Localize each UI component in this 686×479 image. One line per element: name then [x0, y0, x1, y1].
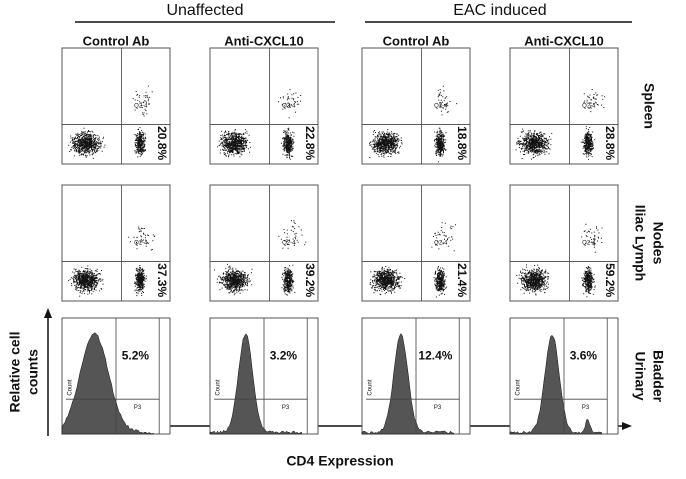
percentage: 12.4%	[418, 348, 452, 362]
dot-cluster	[369, 266, 406, 295]
dot-cluster	[580, 126, 596, 160]
y-arrow-head	[44, 308, 52, 318]
count-label: Count	[216, 379, 222, 395]
dot-cluster	[369, 129, 403, 158]
count-label: Count	[368, 379, 374, 395]
percentage: 59.2%	[603, 263, 617, 297]
percentage: 20.8%	[155, 126, 169, 160]
y-axis-label: counts	[25, 349, 41, 395]
gate-label: Q2-4	[434, 104, 448, 110]
dot-cluster	[217, 129, 251, 158]
percentage: 5.2%	[122, 348, 150, 362]
dot-cluster	[68, 127, 106, 159]
dot-cluster	[278, 89, 302, 119]
dot-cluster	[581, 266, 596, 298]
histogram	[509, 334, 603, 435]
percentage: 3.2%	[270, 348, 298, 362]
plot-panel	[61, 47, 171, 165]
count-label: Count	[68, 379, 74, 395]
gate-label: Q2-4	[134, 241, 148, 247]
gate-label: P3	[582, 405, 590, 411]
row-label: Iliac Lymph	[632, 205, 648, 282]
percentage: 3.6%	[570, 348, 598, 362]
percentage: 22.8%	[303, 126, 317, 160]
y-axis-label: Relative cell	[7, 332, 23, 413]
dot-cluster	[516, 264, 550, 296]
x-axis-label: CD4 Expression	[286, 453, 393, 469]
count-label: Count	[516, 379, 522, 395]
gate-label: Q2-4	[134, 104, 148, 110]
column-label: Anti-CXCL10	[524, 33, 603, 48]
dot-cluster	[431, 222, 456, 252]
plot-panel	[209, 184, 319, 302]
histogram	[209, 333, 303, 435]
dot-cluster	[128, 226, 156, 251]
gate-label: Q2-4	[282, 241, 296, 247]
row-label: Bladder	[650, 350, 666, 403]
gate-label: P3	[134, 405, 142, 411]
x-arrow-head	[622, 422, 632, 430]
dot-cluster	[281, 264, 296, 296]
row-label: Nodes	[650, 222, 666, 265]
percentage: 28.8%	[603, 126, 617, 160]
dot-cluster	[134, 265, 147, 297]
dot-cluster	[515, 128, 553, 160]
gate-label: P3	[282, 405, 290, 411]
group-label: EAC induced	[453, 2, 546, 19]
histogram	[361, 332, 455, 435]
dot-cluster	[433, 266, 448, 298]
row-label: Spleen	[641, 83, 657, 129]
gate-label: Q2-4	[582, 241, 596, 247]
gate-label: P3	[434, 405, 442, 411]
dot-cluster	[437, 85, 458, 116]
dot-cluster	[68, 265, 104, 297]
dot-cluster	[581, 223, 603, 253]
column-label: Anti-CXCL10	[224, 33, 303, 48]
gate-label: Q2-4	[282, 104, 296, 110]
row-label: Urinary	[632, 351, 648, 400]
group-label: Unaffected	[166, 2, 243, 19]
percentage: 37.3%	[155, 263, 169, 297]
percentage: 21.4%	[455, 263, 469, 297]
column-label: Control Ab	[83, 33, 150, 48]
gate-label: Q2-4	[582, 104, 596, 110]
histogram	[61, 332, 155, 435]
dot-cluster	[434, 127, 447, 163]
dot-cluster	[132, 85, 153, 117]
percentage: 18.8%	[455, 126, 469, 160]
dot-cluster	[134, 127, 147, 158]
gate-label: Q2-4	[434, 241, 448, 247]
percentage: 39.2%	[303, 263, 317, 297]
dot-cluster	[214, 263, 253, 296]
column-label: Control Ab	[383, 33, 450, 48]
dot-cluster	[280, 127, 295, 160]
